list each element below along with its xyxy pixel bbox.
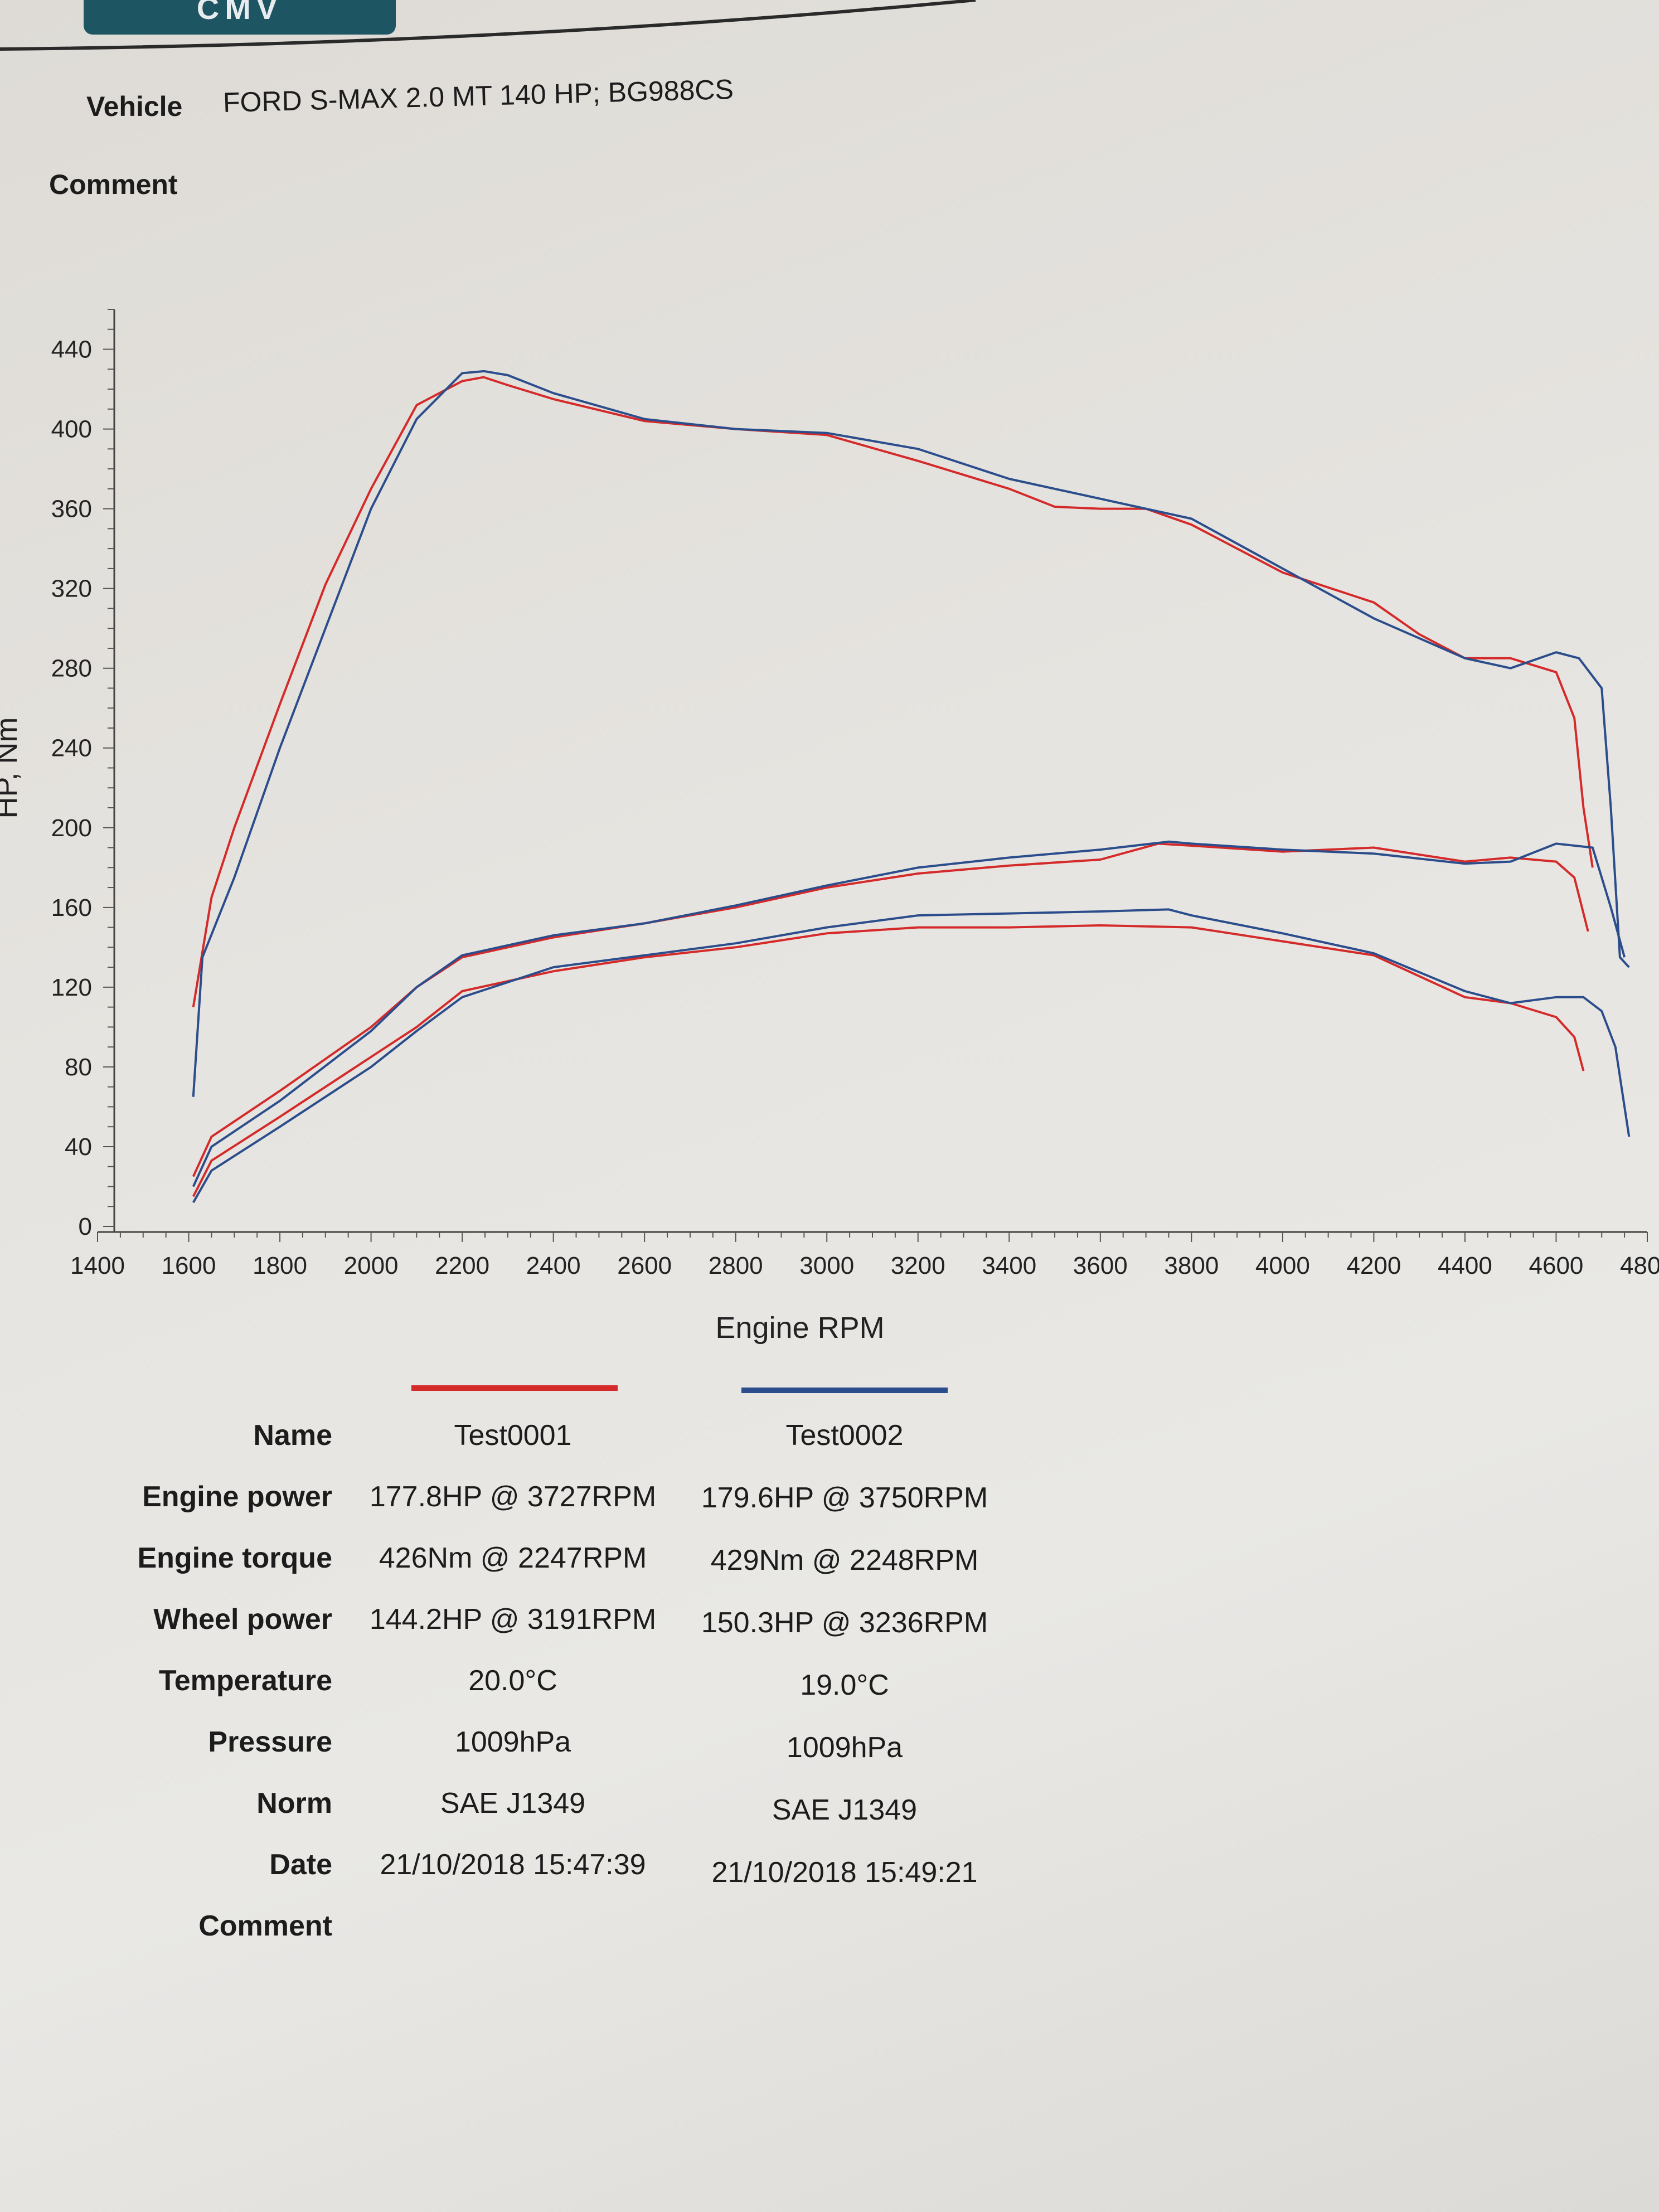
results-value-test0002: 429Nm @ 2248RPM xyxy=(710,1544,979,1576)
results-row-label: Pressure xyxy=(208,1726,332,1758)
x-tick-label: 4600 xyxy=(1529,1252,1584,1279)
series-line-test0002-wheel-power xyxy=(192,908,1631,1204)
y-tick-label: 240 xyxy=(51,735,92,762)
results-value-test0002: 21/10/2018 15:49:21 xyxy=(711,1856,978,1889)
chart-series xyxy=(192,370,1631,1204)
y-tick-label: 320 xyxy=(51,575,92,603)
y-tick-label: 160 xyxy=(51,894,92,921)
results-row-label: Date xyxy=(269,1849,332,1881)
y-axis-title: HP, Nm xyxy=(0,717,23,818)
y-tick-label: 200 xyxy=(51,814,92,842)
legend-line-test0002 xyxy=(741,1388,948,1393)
results-row-label: Engine power xyxy=(142,1481,332,1513)
y-tick-label: 120 xyxy=(51,974,92,1001)
results-row-engine-power: Engine power 177.8HP @ 3727RPM 179.6HP @ 3… xyxy=(0,1480,1659,1530)
header-rule xyxy=(0,0,976,51)
series-line-test0002-engine-power xyxy=(192,840,1626,1187)
results-value-test0001: 20.0°C xyxy=(468,1665,557,1697)
results-row-engine-torque: Engine torque 426Nm @ 2247RPM 429Nm @ 2248… xyxy=(0,1541,1659,1592)
y-tick-label: 40 xyxy=(65,1133,92,1161)
x-tick-label: 1800 xyxy=(253,1252,307,1279)
results-row-temperature: Temperature 20.0°C 19.0°C xyxy=(0,1664,1659,1714)
y-tick-label: 80 xyxy=(65,1054,92,1081)
brand-logo-text: CMV xyxy=(196,0,283,26)
x-tick-label: 1400 xyxy=(70,1252,125,1279)
legend-line-test0001 xyxy=(411,1385,618,1391)
comment-label: Comment xyxy=(49,169,178,200)
chart-ticks: 1400 1600 1800 2000 2200 2400 2600 2800 3000 3200… xyxy=(51,309,1659,1279)
x-tick-label: 3000 xyxy=(799,1252,854,1279)
results-row-label: Wheel power xyxy=(153,1603,332,1636)
results-value-test0002: SAE J1349 xyxy=(772,1794,918,1826)
x-tick-label: 2200 xyxy=(435,1252,489,1279)
x-tick-label: 4400 xyxy=(1438,1252,1492,1279)
x-tick-label: 3400 xyxy=(982,1252,1036,1279)
series-line-test0001-wheel-power xyxy=(192,924,1585,1197)
x-tick-label: 4000 xyxy=(1255,1252,1310,1279)
results-value-test0001: 21/10/2018 15:47:39 xyxy=(380,1849,646,1881)
x-tick-label: 2000 xyxy=(344,1252,399,1279)
results-row-name: Name Test0001 Test0002 xyxy=(0,1419,1659,1469)
x-tick-label: 2600 xyxy=(617,1252,672,1279)
results-row-label: Temperature xyxy=(158,1665,332,1697)
results-value-test0001: 426Nm @ 2247RPM xyxy=(379,1542,647,1574)
y-tick-label: 280 xyxy=(51,655,92,682)
vehicle-value: FORD S-MAX 2.0 MT 140 HP; BG988CS xyxy=(222,74,734,118)
results-row-comment: Comment xyxy=(0,1909,1659,1959)
results-row-label: Engine torque xyxy=(137,1542,332,1574)
results-row-label: Name xyxy=(253,1419,332,1452)
results-row-pressure: Pressure 1009hPa 1009hPa xyxy=(0,1725,1659,1776)
vehicle-label: Vehicle xyxy=(86,91,183,122)
results-row-norm: Norm SAE J1349 SAE J1349 xyxy=(0,1787,1659,1837)
results-value-test0001: Test0001 xyxy=(454,1419,572,1452)
x-tick-label: 2800 xyxy=(709,1252,763,1279)
results-value-test0001: 144.2HP @ 3191RPM xyxy=(369,1603,657,1636)
x-axis-title: Engine RPM xyxy=(715,1311,884,1345)
x-tick-label: 2400 xyxy=(526,1252,581,1279)
x-tick-label: 3600 xyxy=(1073,1252,1128,1279)
results-value-test0001: 177.8HP @ 3727RPM xyxy=(369,1481,657,1513)
results-value-test0002: 179.6HP @ 3750RPM xyxy=(701,1482,988,1514)
results-value-test0002: 150.3HP @ 3236RPM xyxy=(701,1607,988,1639)
results-value-test0002: 1009hPa xyxy=(786,1731,903,1764)
results-value-test0002: Test0002 xyxy=(785,1419,904,1452)
y-tick-label: 0 xyxy=(79,1213,92,1240)
y-tick-label: 360 xyxy=(51,496,92,523)
x-tick-label: 1600 xyxy=(162,1252,216,1279)
series-line-test0001-torque xyxy=(192,376,1594,1007)
y-tick-label: 400 xyxy=(51,416,92,443)
x-tick-label: 4200 xyxy=(1346,1252,1401,1279)
x-tick-label: 3800 xyxy=(1164,1252,1219,1279)
dyno-chart: 1400 1600 1800 2000 2200 2400 2600 2800 3000 3200… xyxy=(0,309,1659,1345)
results-value-test0001: SAE J1349 xyxy=(440,1787,586,1820)
results-value-test0001: 1009hPa xyxy=(454,1726,571,1758)
results-value-test0002: 19.0°C xyxy=(800,1669,889,1701)
results-row-label: Norm xyxy=(256,1787,332,1820)
y-tick-label: 440 xyxy=(51,336,92,363)
brand-logo: CMV xyxy=(84,0,396,35)
results-row-wheel-power: Wheel power 144.2HP @ 3191RPM 150.3HP @ 32… xyxy=(0,1603,1659,1653)
x-tick-label: 3200 xyxy=(891,1252,945,1279)
series-line-test0001-engine-power xyxy=(192,842,1589,1177)
results-row-date: Date 21/10/2018 15:47:39 21/10/2018 15:49:… xyxy=(0,1848,1659,1898)
results-row-label: Comment xyxy=(198,1910,332,1942)
series-line-test0002-torque xyxy=(192,370,1630,1097)
